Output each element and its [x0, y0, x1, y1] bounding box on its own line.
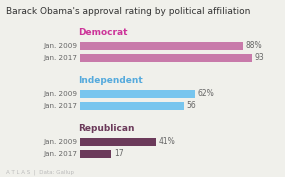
Bar	[80, 90, 195, 98]
Text: 93: 93	[255, 53, 264, 62]
Text: Independent: Independent	[78, 76, 143, 85]
Text: Democrat: Democrat	[78, 28, 127, 37]
Text: 41%: 41%	[158, 137, 175, 146]
Text: A T L A S  |  Data: Gallup: A T L A S | Data: Gallup	[6, 170, 74, 175]
Text: 56: 56	[186, 101, 196, 110]
Bar	[80, 102, 184, 110]
Text: 62%: 62%	[198, 89, 214, 98]
Bar	[80, 42, 243, 50]
Text: 88%: 88%	[246, 41, 262, 50]
Bar	[80, 150, 111, 158]
Bar	[80, 138, 156, 146]
Text: 17: 17	[114, 149, 124, 158]
Text: Republican: Republican	[78, 124, 135, 133]
Bar	[80, 54, 252, 62]
Text: Barack Obama's approval rating by political affiliation: Barack Obama's approval rating by politi…	[6, 7, 250, 16]
